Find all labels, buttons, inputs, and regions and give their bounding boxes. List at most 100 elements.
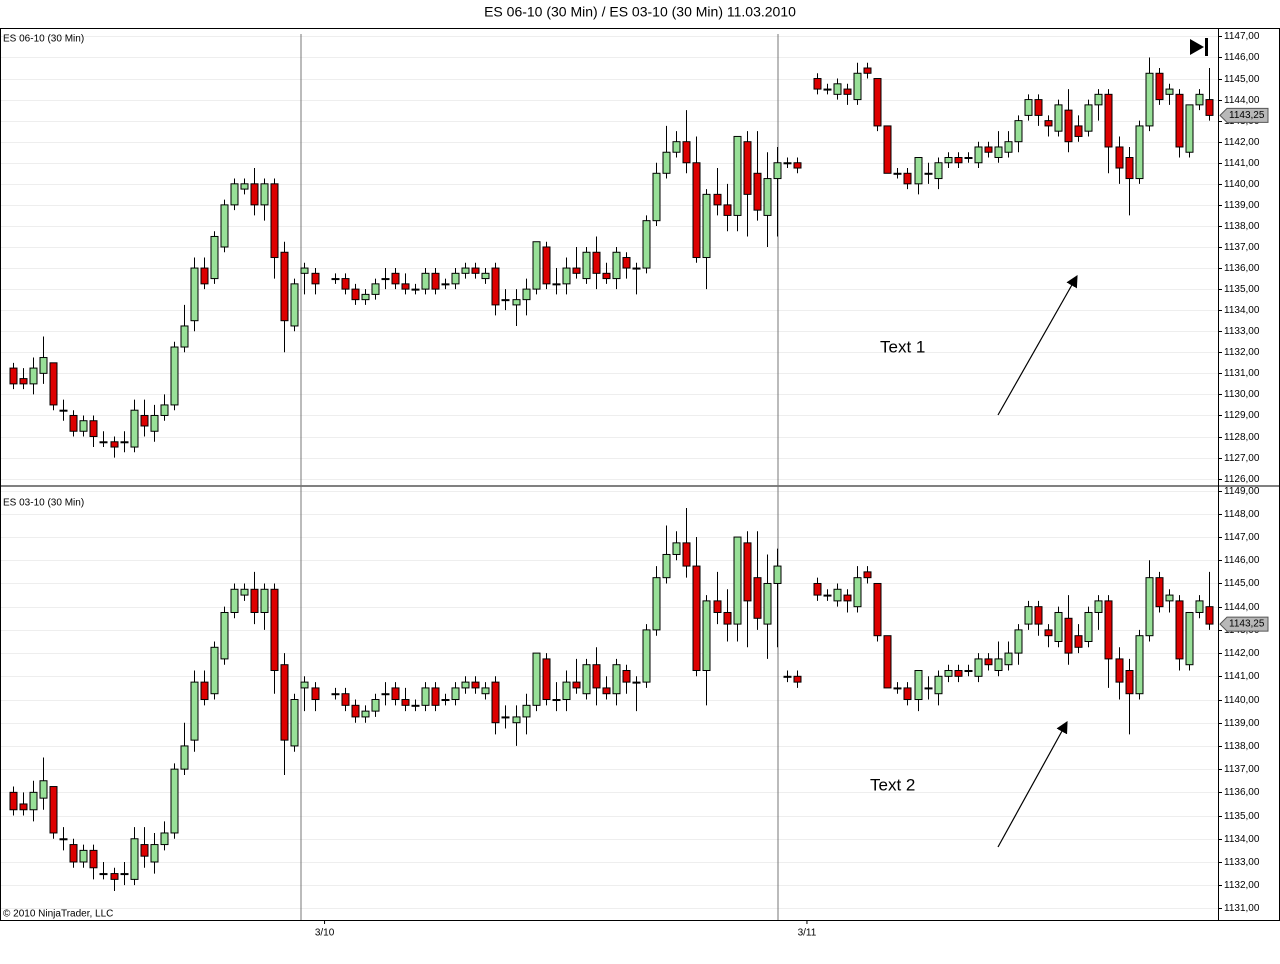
y-tick-label: 1147,00 <box>1224 532 1260 543</box>
candle-body <box>532 652 541 706</box>
candle-body <box>341 278 350 290</box>
candle-body <box>662 151 671 174</box>
candle-body <box>1185 104 1194 153</box>
candle-body <box>19 803 28 811</box>
candle-body <box>1064 109 1073 143</box>
y-tick-label: 1135,00 <box>1224 284 1260 295</box>
candle-body <box>612 251 621 280</box>
candle-body <box>1104 93 1113 148</box>
candle-body <box>924 172 933 175</box>
candle-body <box>1195 93 1204 106</box>
candle-body <box>984 658 993 666</box>
candle-body <box>1044 629 1053 637</box>
candle-body <box>682 542 691 567</box>
y-tick-label: 1146,00 <box>1224 555 1260 566</box>
candle-body <box>29 791 38 811</box>
candle-body <box>160 404 169 416</box>
candle-body <box>622 670 631 683</box>
candle-body <box>662 553 671 579</box>
candle-body <box>1155 72 1164 101</box>
candle-body <box>763 582 772 625</box>
candle-body <box>994 658 1003 672</box>
candle-body <box>994 146 1003 159</box>
candle-body <box>632 681 641 684</box>
candle-body <box>753 577 762 619</box>
candle-body <box>220 204 229 248</box>
candle-body <box>69 414 78 432</box>
candle-body <box>280 664 289 741</box>
candle-body <box>150 844 159 863</box>
candle-body <box>883 125 892 174</box>
candle-body <box>632 267 641 270</box>
candle-body <box>773 565 782 584</box>
y-tick-label: 1132,00 <box>1224 347 1260 358</box>
candle-body <box>773 162 782 180</box>
candle-body <box>1014 629 1023 654</box>
candle-body <box>883 635 892 689</box>
candle-body <box>743 141 752 195</box>
x-tick-label: 3/11 <box>798 928 817 939</box>
candle-body <box>421 687 430 706</box>
candle-body <box>290 283 299 327</box>
candle-body <box>341 693 350 706</box>
candle-body <box>371 699 380 712</box>
candle-body <box>622 257 631 269</box>
candle-body <box>813 582 822 596</box>
candle-body <box>934 675 943 695</box>
candle-body <box>351 288 360 301</box>
annotation: Text 1 <box>880 337 925 356</box>
candle-body <box>180 745 189 770</box>
candle-body <box>260 183 269 206</box>
candle-body <box>99 441 108 444</box>
candle-body <box>210 646 219 695</box>
candle-body <box>642 629 651 683</box>
candle-body <box>39 357 48 374</box>
go-to-end-button[interactable] <box>1190 38 1208 56</box>
candle-body <box>873 582 882 637</box>
candle-body <box>280 251 289 322</box>
candle-body <box>401 699 410 706</box>
annotation: Text 2 <box>870 775 915 794</box>
candle-body <box>89 420 98 438</box>
candle-body <box>1145 577 1154 637</box>
candle-body <box>582 251 591 280</box>
candle-body <box>1044 120 1053 127</box>
candle-body <box>702 600 711 672</box>
last-price-tag <box>1219 107 1269 123</box>
y-tick-label: 1127,00 <box>1224 453 1260 464</box>
candle-body <box>602 272 611 280</box>
candle-body <box>230 183 239 206</box>
candle-body <box>793 675 802 683</box>
y-tick-label: 1138,00 <box>1224 221 1260 232</box>
candle-body <box>863 571 872 579</box>
candle-body <box>120 441 129 444</box>
candle-body <box>914 157 923 185</box>
candle-body <box>59 838 68 841</box>
candle-body <box>562 267 571 285</box>
candle-body <box>9 791 18 811</box>
candle-body <box>964 157 973 160</box>
candle-body <box>1115 658 1124 683</box>
candle-body <box>924 687 933 690</box>
y-tick-label: 1144,00 <box>1224 95 1260 106</box>
candle-body <box>130 838 139 880</box>
candle-body <box>160 832 169 846</box>
candle-body <box>481 687 490 695</box>
y-tick-label: 1130,00 <box>1224 389 1260 400</box>
candle-body <box>401 283 410 290</box>
y-tick-label: 1142,00 <box>1224 648 1260 659</box>
y-tick-label: 1145,00 <box>1224 578 1260 589</box>
y-tick-label: 1141,00 <box>1224 671 1260 682</box>
candle-body <box>381 693 390 696</box>
candle-body <box>311 272 320 285</box>
candle-body <box>120 873 129 876</box>
y-tick-label: 1144,00 <box>1224 602 1260 613</box>
candle-body <box>361 710 370 718</box>
candle-body <box>1135 125 1144 180</box>
candle-body <box>612 664 621 695</box>
candle-body <box>934 162 943 180</box>
y-tick-label: 1145,00 <box>1224 74 1260 85</box>
candle-body <box>411 288 420 291</box>
candle-body <box>602 687 611 695</box>
candle-body <box>471 267 480 274</box>
